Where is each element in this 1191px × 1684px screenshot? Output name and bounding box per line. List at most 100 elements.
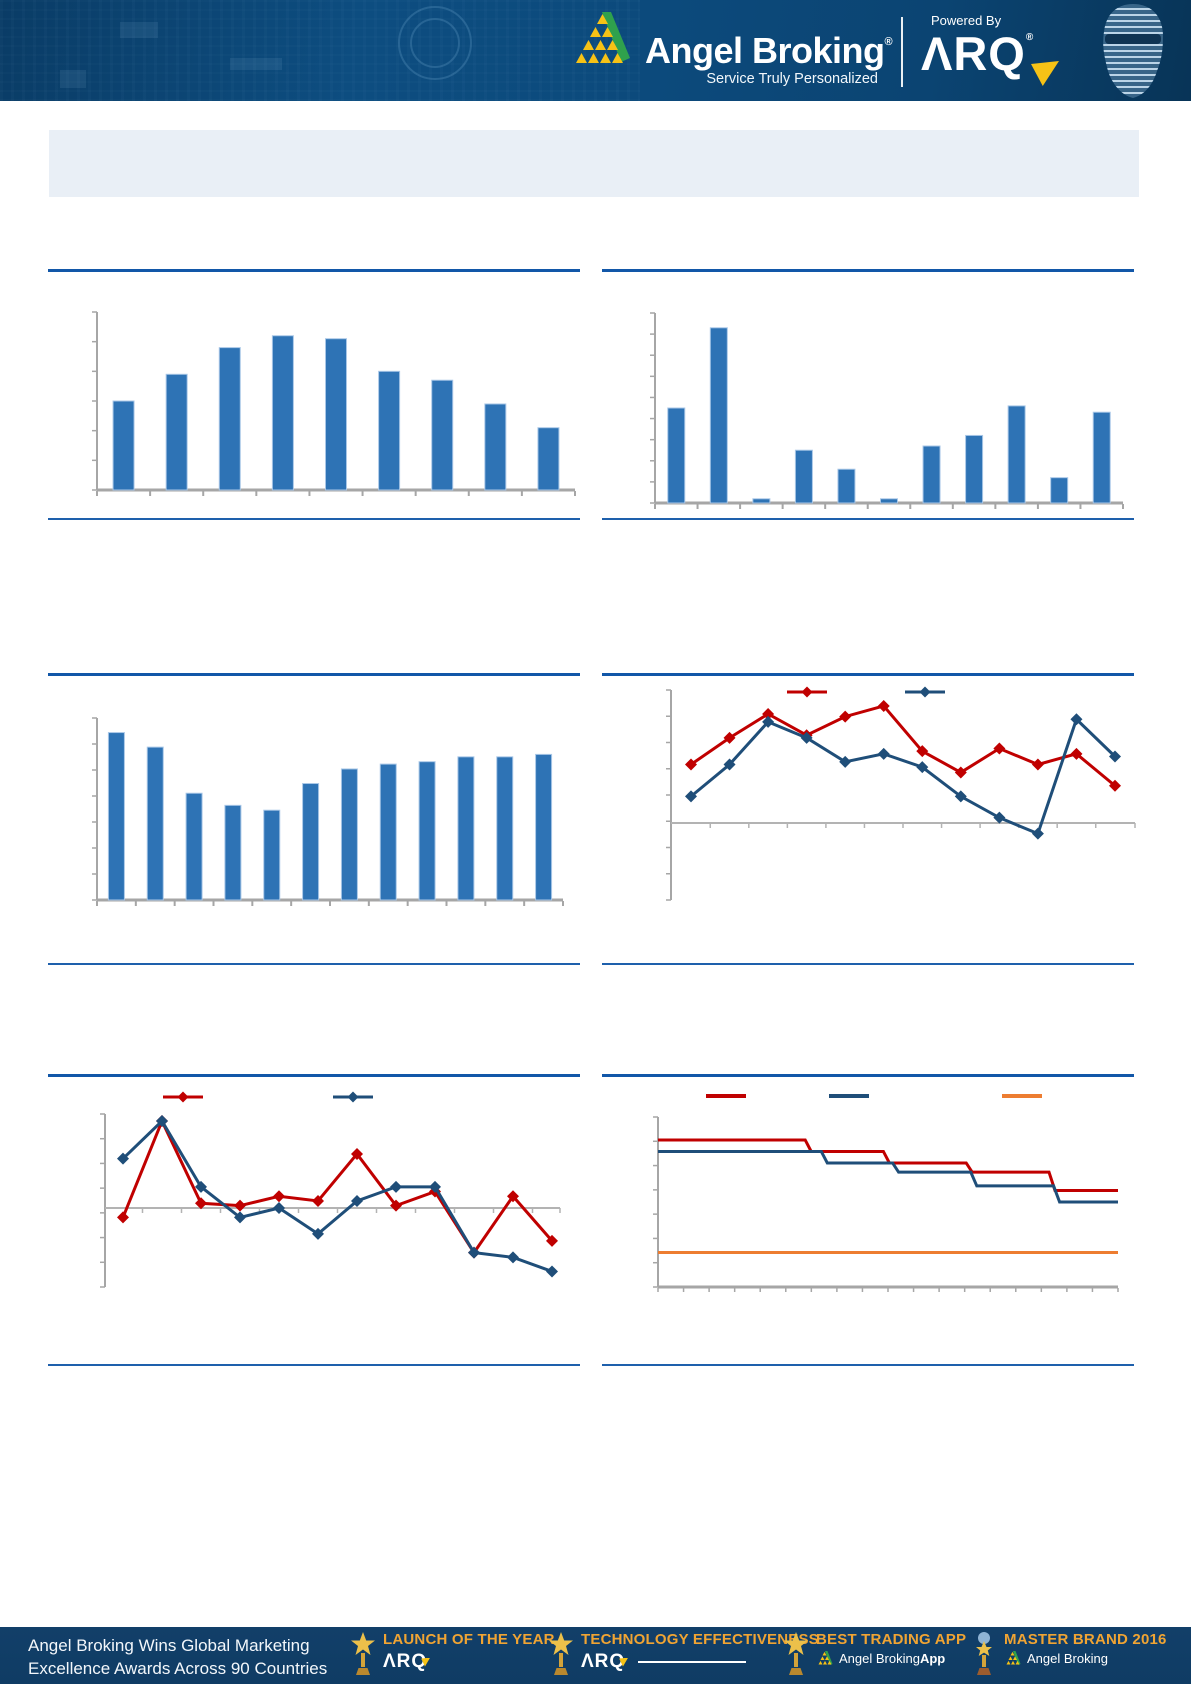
powered-by-label: Powered By xyxy=(931,13,1002,28)
data-point-diamond xyxy=(312,1227,324,1240)
bar xyxy=(1007,405,1026,504)
brand-name: Angel Broking® xyxy=(645,30,893,72)
series-navy-line xyxy=(690,716,1117,836)
lightning-bolt-icon xyxy=(619,1657,629,1667)
lightning-bolt-icon xyxy=(421,1657,431,1667)
data-point-diamond xyxy=(429,1180,441,1193)
data-point-diamond xyxy=(723,731,736,744)
trophy-icon xyxy=(784,1632,808,1675)
bar xyxy=(340,768,358,901)
series-red-line xyxy=(658,1138,1118,1193)
award-subtitle: Angel Broking xyxy=(1004,1651,1167,1666)
angel-broking-logo-icon xyxy=(1006,1651,1021,1665)
bar xyxy=(302,783,320,901)
bar xyxy=(965,434,984,504)
data-point-diamond xyxy=(954,790,967,803)
bar xyxy=(1050,477,1069,504)
series-navy-line xyxy=(658,1149,1118,1204)
section-rule xyxy=(48,673,580,676)
award-master-brand-2016: MASTER BRAND 2016 Angel Broking xyxy=(971,1631,1167,1679)
bar-chart-top-right xyxy=(640,298,1136,515)
series-red-line xyxy=(121,1117,554,1256)
section-rule xyxy=(48,1364,580,1366)
banner-circle-decoration xyxy=(398,6,472,80)
bar xyxy=(165,373,188,491)
bar xyxy=(537,427,560,491)
data-point-diamond xyxy=(1109,779,1121,792)
section-rule xyxy=(48,1074,580,1077)
data-point-diamond xyxy=(195,1180,207,1193)
series-red-line xyxy=(690,704,1116,787)
registered-mark: ® xyxy=(1025,32,1035,43)
bar xyxy=(271,335,294,491)
data-point-diamond xyxy=(117,1211,129,1224)
chart1-svg xyxy=(92,311,576,496)
section-rule xyxy=(602,269,1134,272)
header-divider xyxy=(901,17,903,87)
angel-broking-logo-icon xyxy=(818,1651,833,1665)
arq-text: ΛRQ xyxy=(921,27,1026,80)
data-point-diamond xyxy=(1070,747,1083,760)
bar xyxy=(107,732,125,901)
data-point-diamond xyxy=(993,742,1006,755)
award-title: BEST TRADING APP xyxy=(816,1631,967,1648)
bar-chart-top-left xyxy=(85,298,585,508)
data-point-diamond xyxy=(685,790,697,803)
data-point-diamond xyxy=(273,1202,285,1214)
footer-message: Angel Broking Wins Global Marketing Exce… xyxy=(28,1634,327,1680)
chart2-svg xyxy=(650,312,1124,509)
section-rule xyxy=(602,963,1134,965)
award-technology-effectiveness: TECHNOLOGY EFFECTIVENESS ΛRQ xyxy=(548,1631,819,1679)
digital-head-graphic xyxy=(1103,4,1163,98)
section-rule xyxy=(48,963,580,965)
award-subtitle: Angel Broking App xyxy=(816,1651,966,1666)
bar xyxy=(457,756,475,901)
brand-tagline: Service Truly Personalized xyxy=(706,71,878,87)
data-point-diamond xyxy=(919,686,931,698)
data-point-diamond xyxy=(800,731,813,744)
award-subtitle-bold: App xyxy=(919,1651,946,1666)
data-point-diamond xyxy=(1031,827,1044,840)
bar xyxy=(218,347,241,491)
banner-chip-decoration xyxy=(230,58,282,70)
bar xyxy=(709,327,728,504)
arq-logo: ΛRQ® xyxy=(921,26,1034,81)
data-point-diamond xyxy=(390,1199,402,1212)
data-point-diamond xyxy=(762,715,775,728)
data-point-diamond xyxy=(1109,750,1121,763)
line-chart-bottom-left xyxy=(90,1088,572,1298)
banner-circuit-texture xyxy=(0,0,640,101)
chart4-svg xyxy=(666,686,1136,901)
bar xyxy=(418,761,436,901)
award-title: TECHNOLOGY EFFECTIVENESS xyxy=(581,1631,819,1648)
banner-chip-decoration xyxy=(60,70,86,88)
footer-message-line1: Angel Broking Wins Global Marketing xyxy=(28,1636,310,1655)
lightning-bolt-icon xyxy=(1031,61,1059,86)
bar xyxy=(837,468,856,504)
data-point-diamond xyxy=(877,699,890,712)
bar xyxy=(667,407,686,504)
underline-decoration xyxy=(638,1661,747,1663)
data-point-diamond xyxy=(801,686,813,698)
award-launch-of-the-year: LAUNCH OF THE YEAR ΛRQ xyxy=(350,1631,555,1679)
title-box xyxy=(49,130,1139,197)
header-banner: Angel Broking® Service Truly Personalize… xyxy=(0,0,1191,101)
section-rule xyxy=(602,518,1134,520)
data-point-diamond xyxy=(234,1199,246,1212)
series-navy-line xyxy=(121,1118,553,1273)
data-point-diamond xyxy=(993,811,1006,824)
banner-chip-decoration xyxy=(120,22,158,38)
brand-text: Angel Broking xyxy=(645,30,885,71)
data-point-diamond xyxy=(468,1246,480,1259)
bar xyxy=(224,804,242,901)
bar xyxy=(922,445,941,504)
chart3-svg xyxy=(92,717,564,906)
data-point-diamond xyxy=(507,1251,519,1264)
data-point-diamond xyxy=(195,1197,207,1210)
data-point-diamond xyxy=(117,1152,129,1165)
data-point-diamond xyxy=(1031,758,1044,771)
section-rule xyxy=(48,269,580,272)
bar xyxy=(484,403,507,491)
bar xyxy=(1092,411,1111,504)
